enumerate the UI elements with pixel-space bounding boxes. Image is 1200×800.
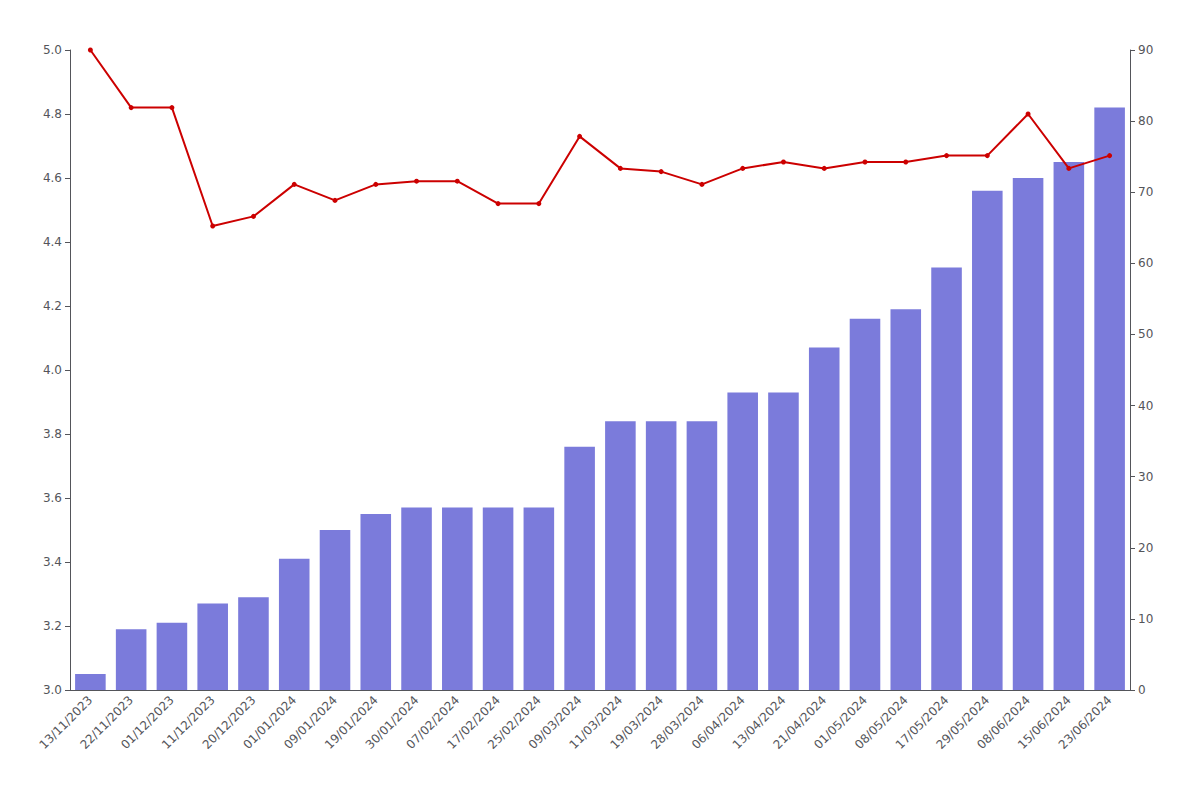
svg-text:28/03/2024: 28/03/2024 <box>648 693 707 752</box>
svg-text:4.6: 4.6 <box>43 171 62 185</box>
svg-text:11/12/2023: 11/12/2023 <box>158 693 218 752</box>
svg-text:3.0: 3.0 <box>43 683 62 697</box>
svg-text:19/01/2024: 19/01/2024 <box>322 693 381 752</box>
svg-text:3.6: 3.6 <box>43 491 62 505</box>
svg-text:08/05/2024: 08/05/2024 <box>852 693 911 752</box>
svg-text:20: 20 <box>1138 541 1153 555</box>
svg-text:13/04/2024: 13/04/2024 <box>729 693 789 752</box>
svg-text:09/01/2024: 09/01/2024 <box>281 693 340 752</box>
svg-text:60: 60 <box>1138 256 1153 270</box>
svg-text:08/06/2024: 08/06/2024 <box>974 693 1033 752</box>
svg-text:3.4: 3.4 <box>43 555 62 569</box>
svg-text:3.8: 3.8 <box>43 427 62 441</box>
svg-text:01/01/2024: 01/01/2024 <box>240 693 300 752</box>
svg-text:07/02/2024: 07/02/2024 <box>403 693 463 752</box>
svg-text:80: 80 <box>1138 114 1153 128</box>
svg-text:17/02/2024: 17/02/2024 <box>444 693 503 752</box>
svg-text:10: 10 <box>1138 612 1153 626</box>
svg-text:22/11/2023: 22/11/2023 <box>77 693 137 752</box>
svg-text:19/03/2024: 19/03/2024 <box>607 693 667 752</box>
svg-text:17/05/2024: 17/05/2024 <box>892 693 952 752</box>
svg-text:01/05/2024: 01/05/2024 <box>811 693 870 752</box>
svg-text:25/02/2024: 25/02/2024 <box>485 693 544 752</box>
svg-text:29/05/2024: 29/05/2024 <box>933 693 993 752</box>
svg-text:0: 0 <box>1138 683 1146 697</box>
svg-text:40: 40 <box>1138 399 1153 413</box>
svg-text:01/12/2023: 01/12/2023 <box>118 693 177 752</box>
svg-text:13/11/2023: 13/11/2023 <box>36 693 96 752</box>
svg-text:3.2: 3.2 <box>43 619 62 633</box>
svg-text:70: 70 <box>1138 185 1153 199</box>
svg-text:50: 50 <box>1138 327 1153 341</box>
svg-text:09/03/2024: 09/03/2024 <box>525 693 585 752</box>
svg-text:4.8: 4.8 <box>43 107 62 121</box>
svg-text:90: 90 <box>1138 43 1153 57</box>
svg-text:4.0: 4.0 <box>43 363 62 377</box>
svg-text:5.0: 5.0 <box>43 43 62 57</box>
svg-text:4.2: 4.2 <box>43 299 62 313</box>
svg-text:4.4: 4.4 <box>43 235 62 249</box>
svg-text:11/03/2024: 11/03/2024 <box>566 693 626 752</box>
svg-text:06/04/2024: 06/04/2024 <box>688 693 748 752</box>
svg-text:30/01/2024: 30/01/2024 <box>362 693 422 752</box>
svg-text:15/06/2024: 15/06/2024 <box>1015 693 1074 752</box>
svg-text:23/06/2024: 23/06/2024 <box>1056 693 1115 752</box>
svg-text:20/12/2023: 20/12/2023 <box>199 693 259 752</box>
svg-text:30: 30 <box>1138 470 1153 484</box>
svg-text:21/04/2024: 21/04/2024 <box>770 693 830 752</box>
